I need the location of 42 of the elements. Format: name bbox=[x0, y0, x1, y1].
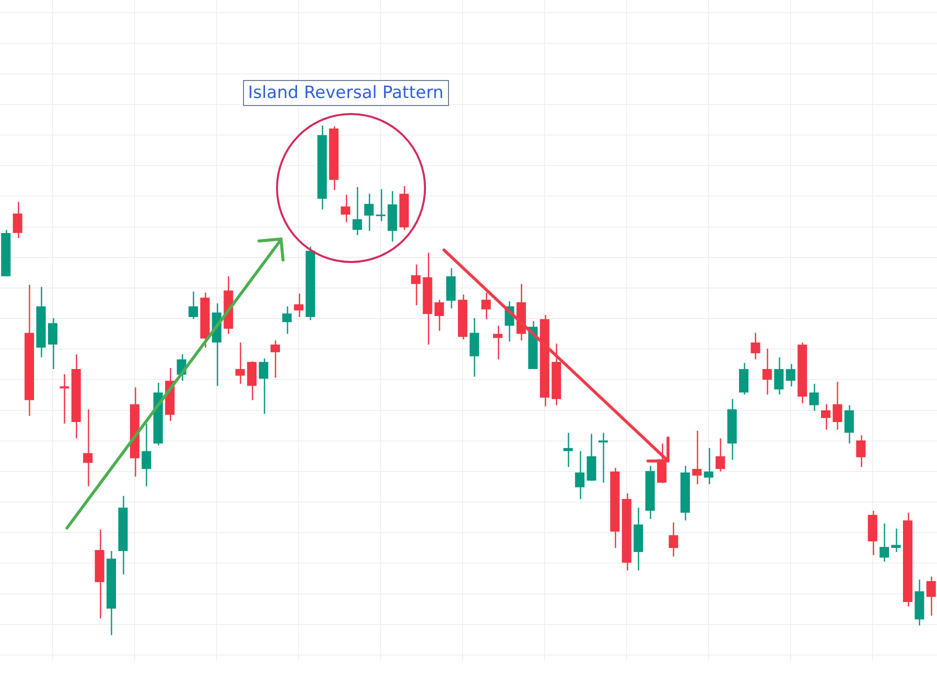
candlestick bbox=[844, 404, 854, 444]
candlestick bbox=[364, 193, 374, 232]
candlestick bbox=[60, 373, 70, 424]
candlestick bbox=[294, 292, 304, 318]
candlestick bbox=[376, 188, 386, 222]
candlestick bbox=[493, 325, 503, 360]
candlestick bbox=[83, 408, 93, 487]
candlestick bbox=[235, 342, 245, 384]
candlestick bbox=[411, 264, 421, 306]
candlestick bbox=[774, 356, 784, 396]
candlestick bbox=[716, 438, 726, 472]
candlestick bbox=[270, 340, 280, 378]
candlestick bbox=[258, 358, 268, 415]
candlestick bbox=[926, 576, 936, 616]
candlestick bbox=[563, 432, 573, 468]
candlestick bbox=[856, 434, 866, 468]
candlestick bbox=[891, 528, 901, 553]
candlestick bbox=[470, 317, 480, 378]
candlestick bbox=[762, 348, 772, 396]
candlestick bbox=[188, 290, 198, 320]
candlestick bbox=[434, 299, 444, 332]
candlestick bbox=[481, 292, 491, 320]
candlestick bbox=[282, 306, 292, 335]
candlestick bbox=[352, 186, 362, 236]
text: Island Reversal Pattern bbox=[243, 80, 449, 106]
candlestick bbox=[575, 450, 584, 500]
candlestick bbox=[247, 360, 257, 401]
candlestick bbox=[739, 362, 748, 396]
candlestick bbox=[692, 430, 702, 485]
candlestick bbox=[668, 522, 678, 558]
candlestick bbox=[340, 194, 350, 223]
candlestick bbox=[832, 381, 842, 430]
candlestick bbox=[809, 383, 819, 412]
candlestick bbox=[880, 522, 890, 562]
candlestick bbox=[821, 404, 830, 430]
candlestick bbox=[598, 432, 608, 484]
candlestick bbox=[786, 363, 796, 388]
candlestick bbox=[48, 317, 58, 370]
candlestick bbox=[142, 422, 152, 487]
candlestick bbox=[750, 332, 760, 360]
candlestick bbox=[704, 447, 714, 485]
candlestick bbox=[12, 201, 22, 239]
